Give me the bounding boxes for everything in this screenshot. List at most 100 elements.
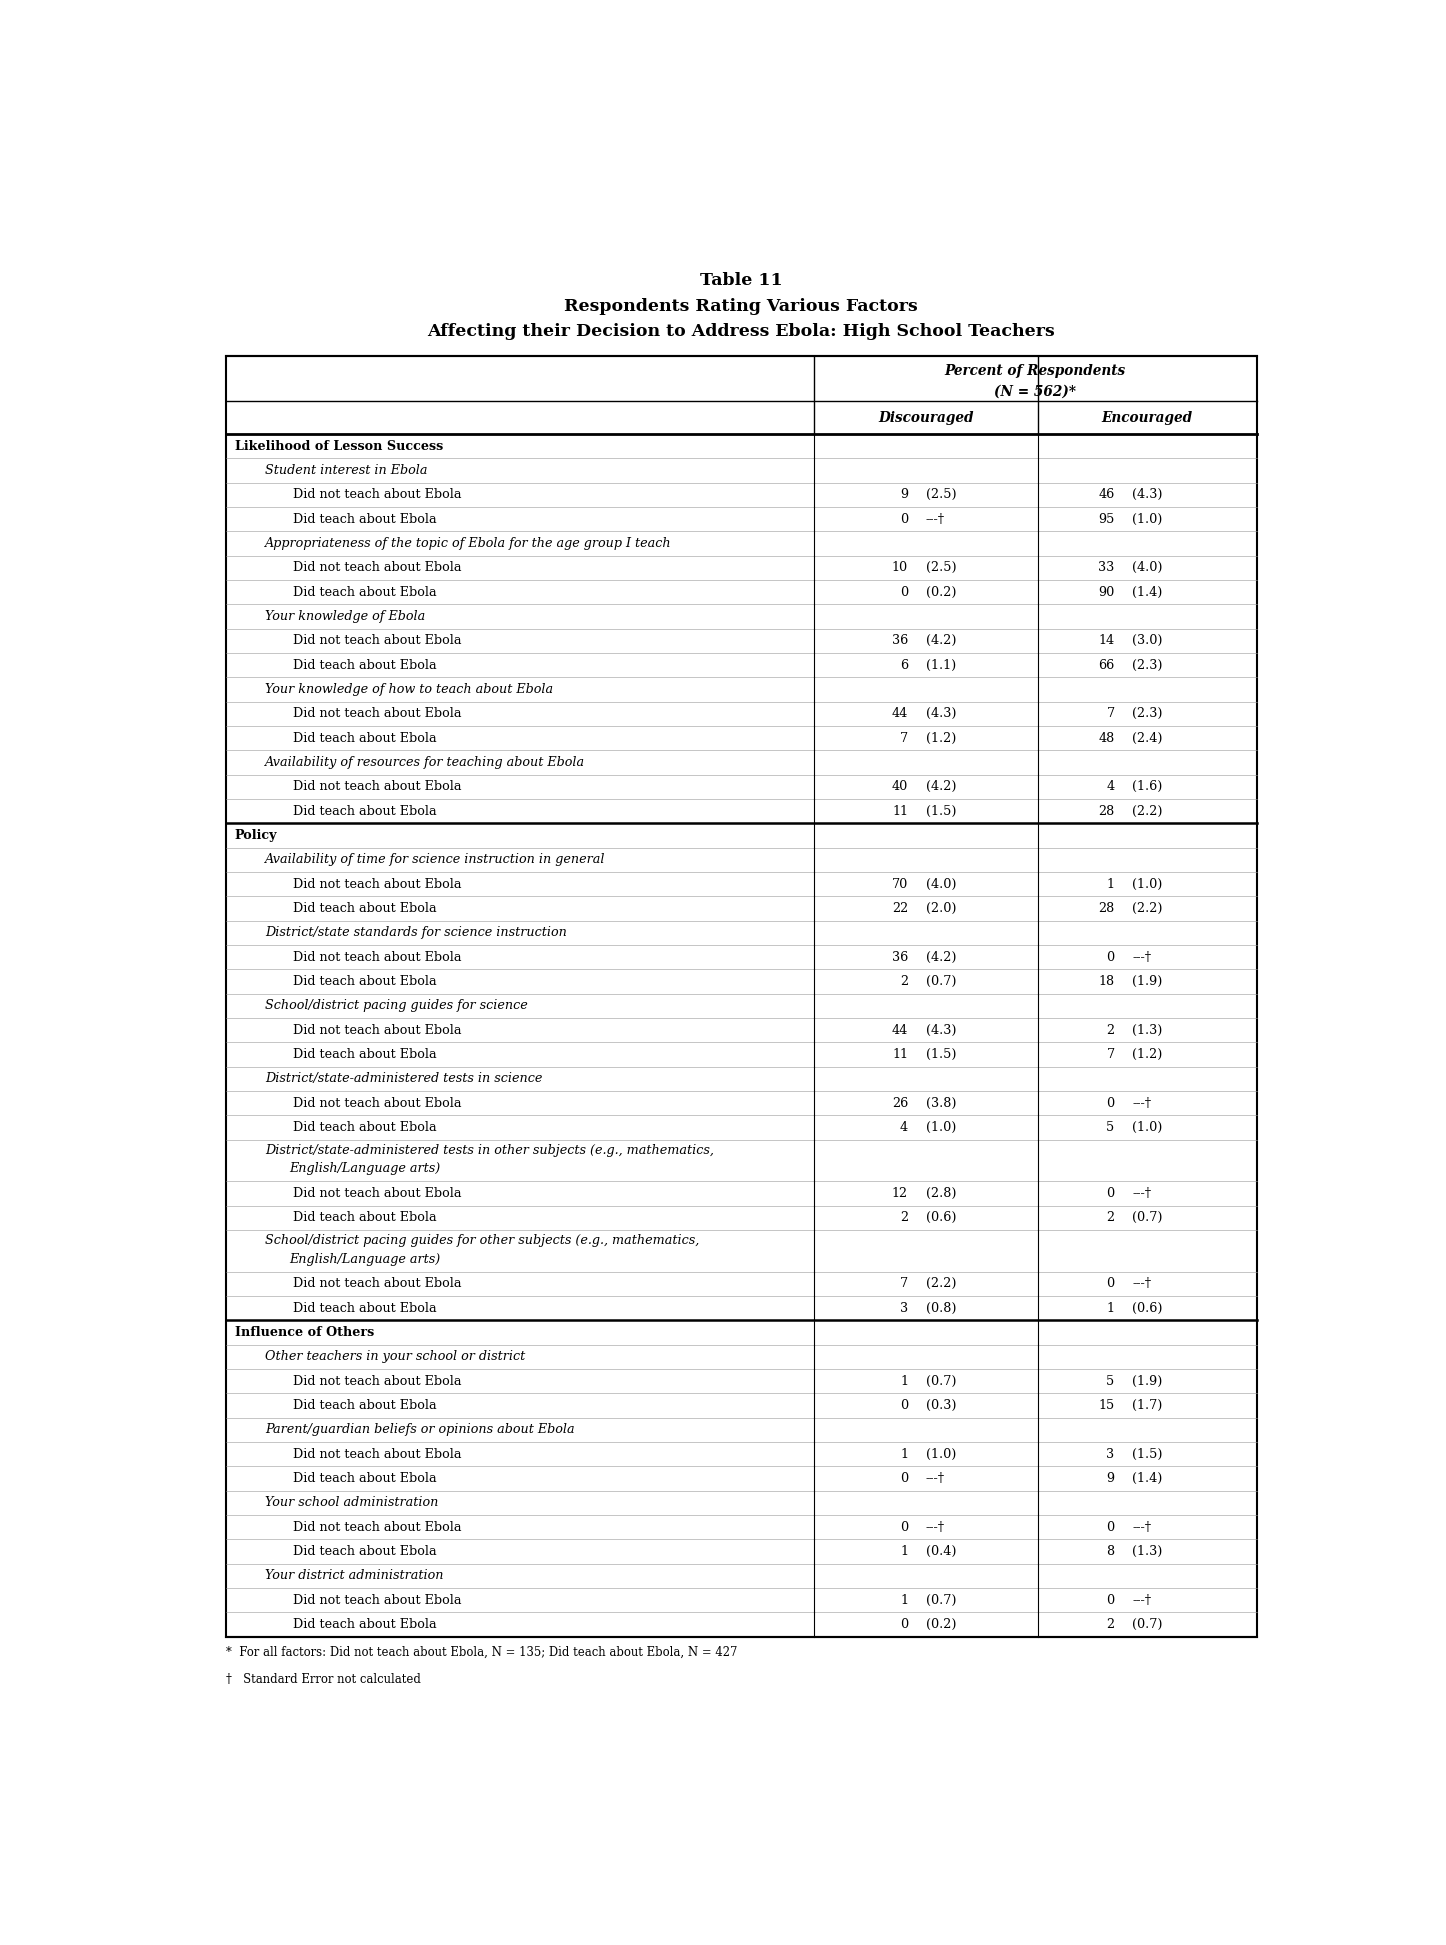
Text: 2: 2 [1106,1212,1115,1225]
Text: Policy: Policy [234,829,278,842]
Text: 0: 0 [1106,1593,1115,1607]
Text: 3: 3 [1106,1447,1115,1461]
Text: 9: 9 [1106,1472,1115,1486]
Text: English/Language arts): English/Language arts) [289,1163,441,1175]
Text: Did teach about Ebola: Did teach about Ebola [292,731,437,745]
Text: 7: 7 [899,1278,908,1290]
Text: 0: 0 [899,585,908,599]
Text: Did not teach about Ebola: Did not teach about Ebola [292,877,461,891]
Text: Discouraged: Discouraged [878,410,973,424]
Text: 36: 36 [892,951,908,965]
Text: 0: 0 [1106,1521,1115,1535]
Text: 26: 26 [892,1097,908,1111]
Text: Did teach about Ebola: Did teach about Ebola [292,659,437,671]
Text: 0: 0 [1106,1278,1115,1290]
Text: Did teach about Ebola: Did teach about Ebola [292,902,437,916]
Text: Did not teach about Ebola: Did not teach about Ebola [292,1521,461,1535]
Bar [226,356,1257,1636]
Text: (3.8): (3.8) [925,1097,956,1111]
Text: Did not teach about Ebola: Did not teach about Ebola [292,488,461,502]
Text: (2.8): (2.8) [925,1186,956,1200]
Text: (1.5): (1.5) [1132,1447,1163,1461]
Text: Did teach about Ebola: Did teach about Ebola [292,513,437,525]
Text: 6: 6 [899,659,908,671]
Text: English/Language arts): English/Language arts) [289,1253,441,1266]
Text: Did not teach about Ebola: Did not teach about Ebola [292,1375,461,1387]
Text: Likelihood of Lesson Success: Likelihood of Lesson Success [234,440,442,453]
Text: Did teach about Ebola: Did teach about Ebola [292,1544,437,1558]
Text: (2.2): (2.2) [925,1278,956,1290]
Text: (0.6): (0.6) [925,1212,956,1225]
Text: Respondents Rating Various Factors: Respondents Rating Various Factors [564,298,918,315]
Text: Did teach about Ebola: Did teach about Ebola [292,1048,437,1062]
Text: (4.0): (4.0) [925,877,956,891]
Text: (0.7): (0.7) [925,1375,956,1387]
Text: Did not teach about Ebola: Did not teach about Ebola [292,708,461,720]
Text: (1.0): (1.0) [925,1447,956,1461]
Text: ---†: ---† [1132,1186,1151,1200]
Text: (0.7): (0.7) [925,974,956,988]
Text: 1: 1 [899,1375,908,1387]
Text: †   Standard Error not calculated: † Standard Error not calculated [226,1673,421,1686]
Text: Did not teach about Ebola: Did not teach about Ebola [292,1447,461,1461]
Text: 0: 0 [899,1472,908,1486]
Text: ---†: ---† [1132,1278,1151,1290]
Text: (2.0): (2.0) [925,902,956,916]
Text: Your district administration: Your district administration [265,1570,444,1583]
Text: Student interest in Ebola: Student interest in Ebola [265,465,428,477]
Text: (2.4): (2.4) [1132,731,1163,745]
Text: 14: 14 [1099,634,1115,648]
Text: Parent/guardian beliefs or opinions about Ebola: Parent/guardian beliefs or opinions abou… [265,1424,574,1435]
Text: 44: 44 [892,708,908,720]
Text: 46: 46 [1099,488,1115,502]
Text: 0: 0 [899,1521,908,1535]
Text: (0.2): (0.2) [925,1618,956,1632]
Text: Did teach about Ebola: Did teach about Ebola [292,805,437,817]
Text: 1: 1 [899,1544,908,1558]
Text: 95: 95 [1098,513,1115,525]
Text: Affecting their Decision to Address Ebola: High School Teachers: Affecting their Decision to Address Ebol… [427,323,1056,340]
Text: 7: 7 [1106,1048,1115,1062]
Text: (2.2): (2.2) [1132,805,1163,817]
Text: 44: 44 [892,1023,908,1037]
Text: Did teach about Ebola: Did teach about Ebola [292,1618,437,1632]
Text: 0: 0 [1106,951,1115,965]
Text: (1.2): (1.2) [925,731,956,745]
Text: 7: 7 [899,731,908,745]
Text: 3: 3 [899,1301,908,1315]
Text: Did teach about Ebola: Did teach about Ebola [292,1120,437,1134]
Text: 2: 2 [899,974,908,988]
Text: *  For all factors: Did not teach about Ebola, N = 135; Did teach about Ebola, N: * For all factors: Did not teach about E… [226,1645,737,1659]
Text: Did not teach about Ebola: Did not teach about Ebola [292,780,461,794]
Text: (1.2): (1.2) [1132,1048,1163,1062]
Text: 15: 15 [1099,1398,1115,1412]
Text: 1: 1 [1106,877,1115,891]
Text: 18: 18 [1099,974,1115,988]
Text: 4: 4 [899,1120,908,1134]
Text: Your school administration: Your school administration [265,1496,438,1509]
Text: Did teach about Ebola: Did teach about Ebola [292,1212,437,1225]
Text: 2: 2 [1106,1618,1115,1632]
Text: ---†: ---† [1132,951,1151,965]
Text: 66: 66 [1099,659,1115,671]
Text: (1.5): (1.5) [925,805,956,817]
Text: 10: 10 [892,562,908,574]
Text: Did not teach about Ebola: Did not teach about Ebola [292,1023,461,1037]
Text: 7: 7 [1106,708,1115,720]
Text: District/state-administered tests in other subjects (e.g., mathematics,: District/state-administered tests in oth… [265,1144,714,1157]
Text: Did not teach about Ebola: Did not teach about Ebola [292,1186,461,1200]
Text: 33: 33 [1099,562,1115,574]
Text: (0.6): (0.6) [1132,1301,1163,1315]
Text: 48: 48 [1099,731,1115,745]
Text: ---†: ---† [925,1521,946,1535]
Text: 0: 0 [1106,1097,1115,1111]
Text: (0.4): (0.4) [925,1544,956,1558]
Text: (4.2): (4.2) [925,634,956,648]
Text: 5: 5 [1106,1375,1115,1387]
Text: 0: 0 [1106,1186,1115,1200]
Text: Encouraged: Encouraged [1102,410,1193,424]
Text: 2: 2 [1106,1023,1115,1037]
Text: (4.3): (4.3) [925,708,956,720]
Text: (1.0): (1.0) [1132,1120,1163,1134]
Text: Availability of resources for teaching about Ebola: Availability of resources for teaching a… [265,757,586,768]
